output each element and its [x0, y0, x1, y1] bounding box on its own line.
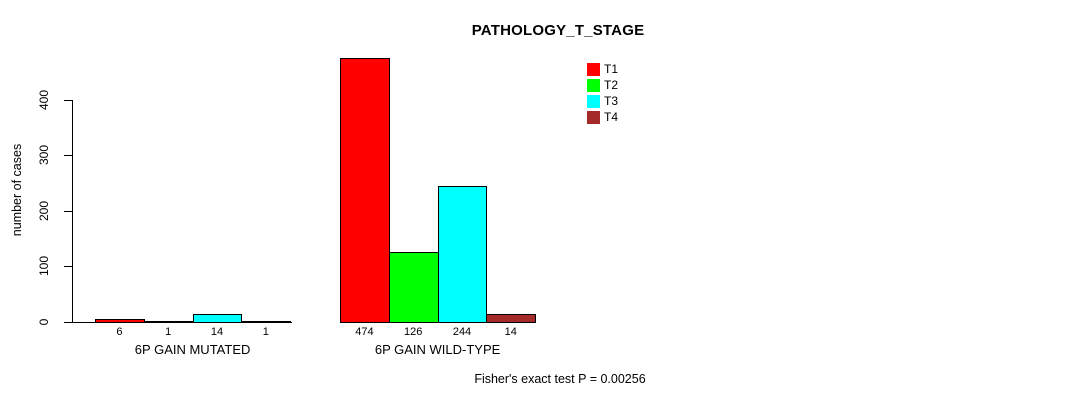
bar-t3-group1	[192, 314, 243, 323]
y-axis-title: number of cases	[10, 143, 24, 237]
legend-item-t4: T4	[587, 111, 618, 124]
y-tick-label: 400	[37, 89, 51, 110]
bar-value-label: 126	[404, 326, 423, 338]
bar-value-label: 474	[355, 326, 374, 338]
y-tick-label: 300	[37, 145, 51, 166]
bar-value-label: 244	[452, 326, 472, 338]
category-label: 6P GAIN WILD-TYPE	[374, 342, 501, 357]
bar-t1-group2	[340, 58, 390, 323]
y-tick-label: 200	[37, 200, 51, 221]
fisher-test-annotation: Fisher's exact test P = 0.00256	[474, 372, 646, 386]
legend-label: T2	[604, 78, 619, 92]
legend-item-t2: T2	[587, 79, 618, 92]
chart-title: PATHOLOGY_T_STAGE	[471, 22, 645, 39]
bar-value-label: 14	[504, 326, 517, 338]
legend: T1 T2 T3 T4	[587, 63, 618, 124]
y-tick-label: 0	[37, 318, 51, 326]
y-tick-mark	[64, 210, 72, 212]
bar-value-label: 6	[116, 326, 123, 338]
bar-t2-group1	[143, 321, 194, 323]
legend-swatch-t4	[587, 111, 600, 124]
legend-label: T3	[604, 94, 619, 108]
y-tick-mark	[64, 322, 72, 323]
bar-value-label: 14	[210, 326, 224, 338]
y-tick-mark	[64, 155, 72, 157]
bar-t2-group2	[388, 251, 439, 323]
legend-item-t1: T1	[587, 63, 618, 76]
y-tick-label: 100	[37, 256, 51, 277]
legend-swatch-t3	[587, 95, 600, 108]
legend-item-t3: T3	[587, 95, 618, 108]
legend-label: T1	[604, 62, 619, 76]
legend-swatch-t1	[587, 63, 600, 76]
category-label: 6P GAIN MUTATED	[134, 342, 251, 357]
y-axis-line	[72, 99, 73, 323]
bar-value-label: 1	[262, 326, 269, 338]
bar-t1-group1	[95, 318, 145, 323]
bar-t4-group2	[486, 314, 537, 323]
bar-t3-group2	[437, 186, 488, 323]
legend-label: T4	[604, 110, 619, 124]
legend-swatch-t2	[587, 79, 600, 92]
bar-value-label: 1	[165, 326, 172, 338]
y-tick-mark	[64, 99, 72, 101]
bar-t4-group1	[241, 321, 292, 323]
y-tick-mark	[64, 266, 72, 268]
